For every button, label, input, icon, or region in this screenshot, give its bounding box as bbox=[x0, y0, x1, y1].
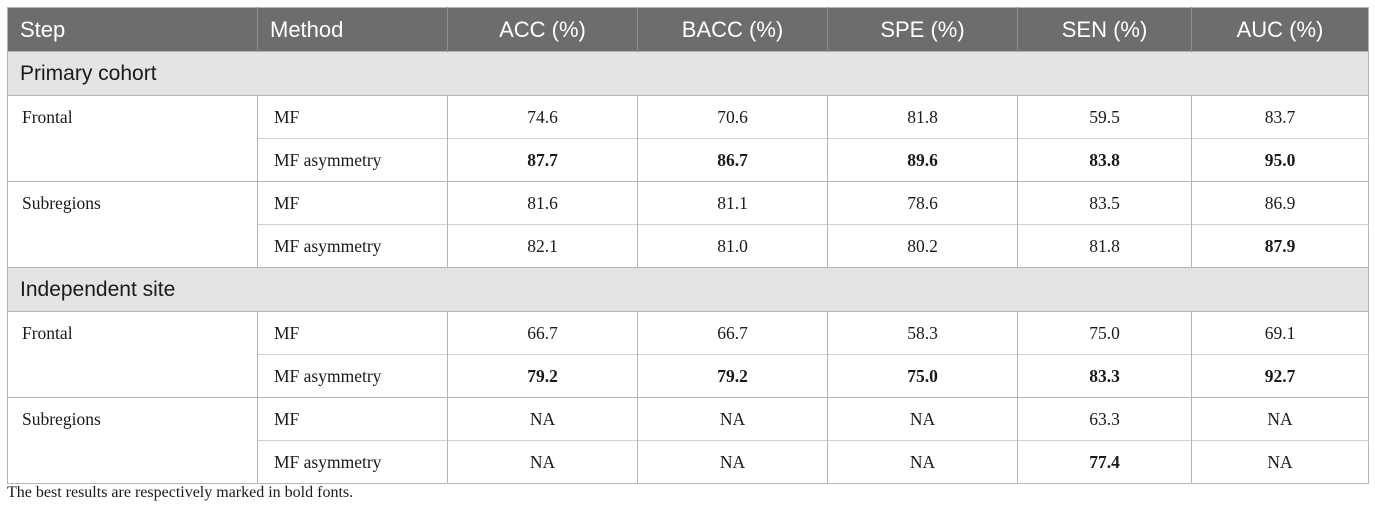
bacc-value-cell: NA bbox=[637, 397, 828, 441]
bacc-value-cell: 86.7 bbox=[637, 138, 828, 182]
spe-value-cell: 78.6 bbox=[827, 181, 1018, 225]
spe-value-cell: 75.0 bbox=[827, 354, 1018, 398]
method-cell: MF bbox=[257, 311, 448, 355]
auc-value-cell: 87.9 bbox=[1191, 224, 1369, 268]
sen-value-cell: 83.5 bbox=[1017, 181, 1192, 225]
acc-value-cell: 81.6 bbox=[447, 181, 638, 225]
table-body: Primary cohort Frontal MF 74.6 70.6 81.8 59.5 8… bbox=[7, 51, 1369, 484]
sen-value-cell: 83.8 bbox=[1017, 138, 1192, 182]
method-cell: MF asymmetry bbox=[257, 354, 448, 398]
table-row: MF asymmetry 87.7 86.7 89.6 83.8 95.0 bbox=[8, 138, 1369, 182]
header-step: Step bbox=[7, 7, 258, 52]
method-cell: MF asymmetry bbox=[257, 440, 448, 484]
header-acc: ACC (%) bbox=[447, 7, 638, 52]
spe-value-cell: NA bbox=[827, 397, 1018, 441]
table-row: MF asymmetry 82.1 81.0 80.2 81.8 87.9 bbox=[8, 224, 1369, 268]
auc-value-cell: 86.9 bbox=[1191, 181, 1369, 225]
bacc-value-cell: NA bbox=[637, 440, 828, 484]
header-sen: SEN (%) bbox=[1017, 7, 1192, 52]
table-row: Subregions MF 81.6 81.1 78.6 83.5 86.9 bbox=[7, 181, 1369, 268]
table-footnote: The best results are respectively marked… bbox=[7, 484, 354, 501]
sen-value-cell: 75.0 bbox=[1017, 311, 1192, 355]
header-method: Method bbox=[257, 7, 448, 52]
section-row: Primary cohort bbox=[7, 51, 1369, 96]
step-cell: Frontal bbox=[7, 95, 258, 182]
results-table: Step Method ACC (%) BACC (%) SPE (%) SEN… bbox=[7, 7, 1369, 484]
method-cell: MF bbox=[257, 397, 448, 441]
section-title: Independent site bbox=[7, 267, 1369, 312]
step-cell: Frontal bbox=[7, 311, 258, 398]
auc-value-cell: 83.7 bbox=[1191, 95, 1369, 139]
table-row: Frontal MF 74.6 70.6 81.8 59.5 83.7 bbox=[7, 95, 1369, 182]
method-cell: MF bbox=[257, 181, 448, 225]
section-row: Independent site bbox=[7, 267, 1369, 312]
acc-value-cell: NA bbox=[447, 397, 638, 441]
acc-value-cell: 87.7 bbox=[447, 138, 638, 182]
spe-value-cell: NA bbox=[827, 440, 1018, 484]
acc-value-cell: NA bbox=[447, 440, 638, 484]
bacc-value-cell: 70.6 bbox=[637, 95, 828, 139]
method-cell: MF asymmetry bbox=[257, 138, 448, 182]
header-auc: AUC (%) bbox=[1191, 7, 1369, 52]
bacc-value-cell: 81.1 bbox=[637, 181, 828, 225]
table-row: MF asymmetry NA NA NA 77.4 NA bbox=[8, 440, 1369, 484]
spe-value-cell: 80.2 bbox=[827, 224, 1018, 268]
acc-value-cell: 79.2 bbox=[447, 354, 638, 398]
step-cell: Subregions bbox=[7, 181, 258, 268]
bacc-value-cell: 81.0 bbox=[637, 224, 828, 268]
method-cell: MF asymmetry bbox=[257, 224, 448, 268]
method-cell: MF bbox=[257, 95, 448, 139]
spe-value-cell: 81.8 bbox=[827, 95, 1018, 139]
section-title: Primary cohort bbox=[7, 51, 1369, 96]
spe-value-cell: 89.6 bbox=[827, 138, 1018, 182]
bacc-value-cell: 79.2 bbox=[637, 354, 828, 398]
spe-value-cell: 58.3 bbox=[827, 311, 1018, 355]
auc-value-cell: 95.0 bbox=[1191, 138, 1369, 182]
sen-value-cell: 81.8 bbox=[1017, 224, 1192, 268]
bacc-value-cell: 66.7 bbox=[637, 311, 828, 355]
auc-value-cell: 69.1 bbox=[1191, 311, 1369, 355]
sen-value-cell: 83.3 bbox=[1017, 354, 1192, 398]
header-spe: SPE (%) bbox=[827, 7, 1018, 52]
table-row: MF asymmetry 79.2 79.2 75.0 83.3 92.7 bbox=[8, 354, 1369, 398]
acc-value-cell: 74.6 bbox=[447, 95, 638, 139]
auc-value-cell: 92.7 bbox=[1191, 354, 1369, 398]
sen-value-cell: 59.5 bbox=[1017, 95, 1192, 139]
acc-value-cell: 66.7 bbox=[447, 311, 638, 355]
acc-value-cell: 82.1 bbox=[447, 224, 638, 268]
sen-value-cell: 63.3 bbox=[1017, 397, 1192, 441]
header-row: Step Method ACC (%) BACC (%) SPE (%) SEN… bbox=[7, 7, 1369, 52]
sen-value-cell: 77.4 bbox=[1017, 440, 1192, 484]
table-row: Subregions MF NA NA NA 63.3 NA bbox=[7, 397, 1369, 484]
step-cell: Subregions bbox=[7, 397, 258, 484]
auc-value-cell: NA bbox=[1191, 440, 1369, 484]
table-row: Frontal MF 66.7 66.7 58.3 75.0 69.1 bbox=[7, 311, 1369, 398]
header-bacc: BACC (%) bbox=[637, 7, 828, 52]
auc-value-cell: NA bbox=[1191, 397, 1369, 441]
